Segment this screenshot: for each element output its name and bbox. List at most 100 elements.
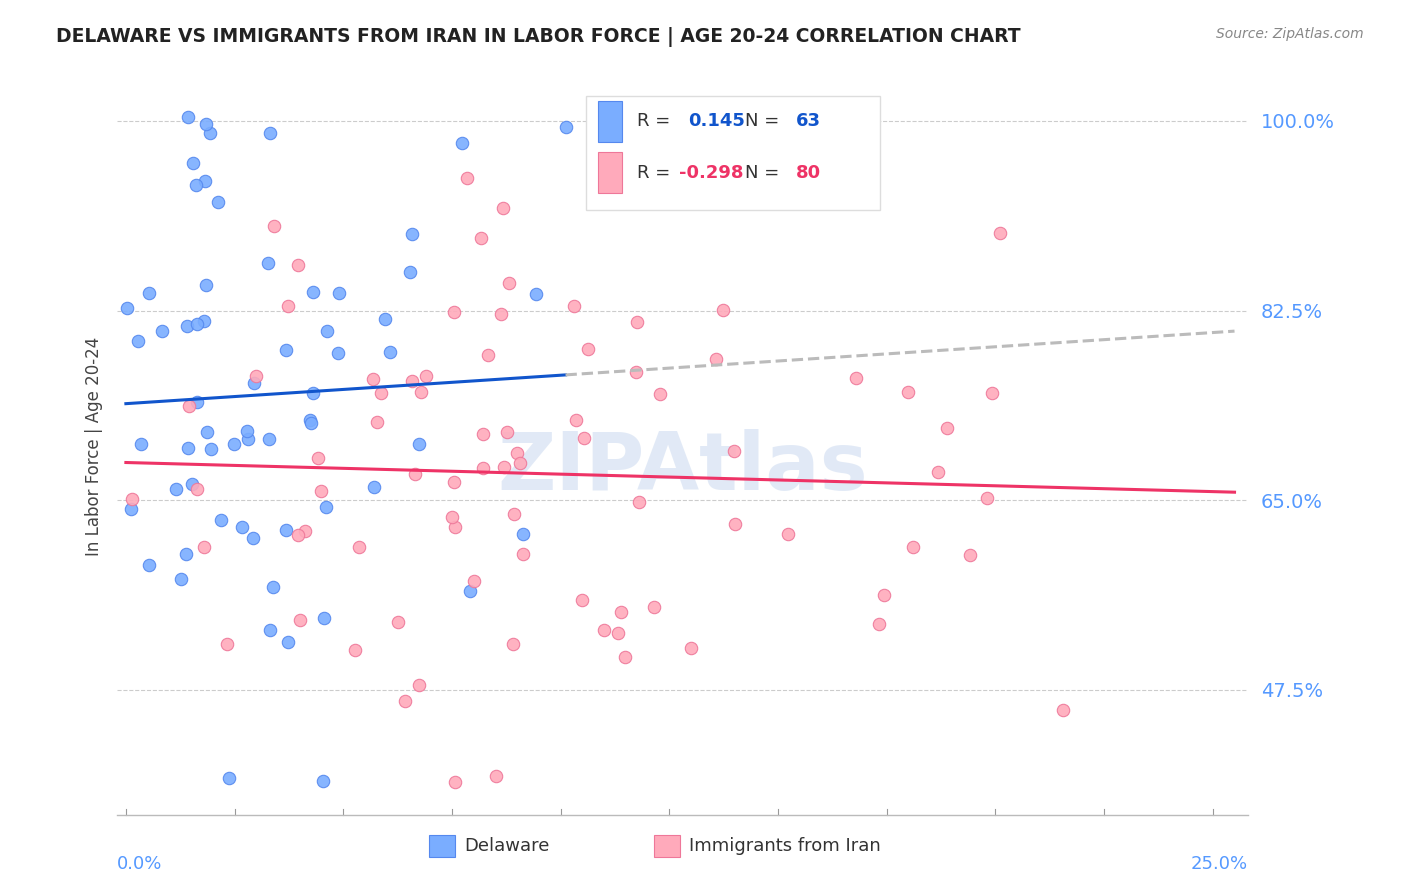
Text: R =: R =: [637, 164, 676, 182]
Point: [257, 256, 280, 270]
FancyBboxPatch shape: [586, 95, 880, 211]
Point: [572, 431, 595, 445]
Point: [401, 374, 423, 388]
Point: [309, 483, 332, 498]
Point: [868, 617, 890, 632]
Point: [328, 346, 350, 360]
Point: [401, 227, 423, 241]
Point: [301, 386, 323, 401]
Point: [380, 345, 402, 359]
Point: [443, 305, 465, 319]
Point: [174, 548, 197, 562]
Text: R =: R =: [637, 112, 676, 130]
Point: [287, 259, 309, 273]
Point: [215, 637, 238, 651]
Text: N =: N =: [745, 164, 785, 182]
Point: [610, 605, 633, 619]
Text: Delaware: Delaware: [464, 838, 550, 855]
Point: [394, 694, 416, 708]
Point: [492, 460, 515, 475]
Point: [564, 413, 586, 427]
Point: [845, 371, 868, 385]
Point: [344, 643, 367, 657]
Point: [361, 372, 384, 386]
Point: [576, 342, 599, 356]
Point: [408, 436, 430, 450]
Point: [704, 351, 727, 366]
Point: [277, 634, 299, 648]
Point: [277, 299, 299, 313]
Point: [980, 386, 1002, 401]
Point: [120, 502, 142, 516]
Point: [294, 524, 316, 538]
Point: [643, 600, 665, 615]
Point: [186, 317, 208, 331]
Point: [512, 547, 534, 561]
Point: [627, 495, 650, 509]
Point: [935, 421, 957, 435]
Point: [444, 774, 467, 789]
Point: [477, 348, 499, 362]
Point: [491, 307, 513, 321]
Point: [259, 127, 281, 141]
Point: [451, 136, 474, 151]
Point: [1052, 703, 1074, 717]
Point: [496, 425, 519, 440]
Point: [263, 219, 285, 233]
Point: [209, 512, 232, 526]
Point: [312, 774, 335, 789]
Point: [129, 436, 152, 450]
Point: [170, 572, 193, 586]
Point: [117, 301, 139, 315]
Point: [242, 531, 264, 545]
Point: [150, 324, 173, 338]
Point: [186, 395, 208, 409]
Point: [236, 432, 259, 446]
Point: [440, 509, 463, 524]
Point: [554, 120, 576, 135]
Text: 0.0%: 0.0%: [117, 855, 163, 872]
Point: [200, 442, 222, 456]
Point: [498, 276, 520, 290]
Point: [299, 417, 322, 431]
Point: [236, 424, 259, 438]
Text: 63: 63: [796, 112, 821, 130]
Point: [180, 477, 202, 491]
Point: [243, 376, 266, 391]
Point: [307, 451, 329, 466]
Point: [503, 507, 526, 521]
Point: [443, 520, 465, 534]
Point: [724, 516, 747, 531]
Point: [593, 623, 616, 637]
Point: [181, 156, 204, 170]
Bar: [598, 153, 623, 193]
Point: [121, 491, 143, 506]
Point: [571, 593, 593, 607]
Point: [897, 384, 920, 399]
Y-axis label: In Labor Force | Age 20-24: In Labor Force | Age 20-24: [86, 336, 103, 556]
Point: [370, 386, 392, 401]
Point: [288, 613, 311, 627]
Text: DELAWARE VS IMMIGRANTS FROM IRAN IN LABOR FORCE | AGE 20-24 CORRELATION CHART: DELAWARE VS IMMIGRANTS FROM IRAN IN LABO…: [56, 27, 1021, 46]
Point: [711, 303, 734, 318]
Point: [415, 369, 437, 384]
Point: [186, 482, 208, 496]
Point: [259, 623, 281, 637]
Point: [470, 230, 492, 244]
Point: [901, 540, 924, 554]
Point: [471, 461, 494, 475]
Point: [194, 277, 217, 292]
Point: [218, 771, 240, 785]
Point: [387, 615, 409, 629]
Point: [524, 286, 547, 301]
Text: 80: 80: [796, 164, 821, 182]
Point: [176, 319, 198, 334]
Point: [179, 399, 201, 413]
Point: [193, 540, 215, 554]
Point: [776, 526, 799, 541]
Point: [404, 467, 426, 481]
Point: [472, 426, 495, 441]
Point: [302, 285, 325, 300]
Point: [184, 178, 207, 192]
Point: [509, 456, 531, 470]
